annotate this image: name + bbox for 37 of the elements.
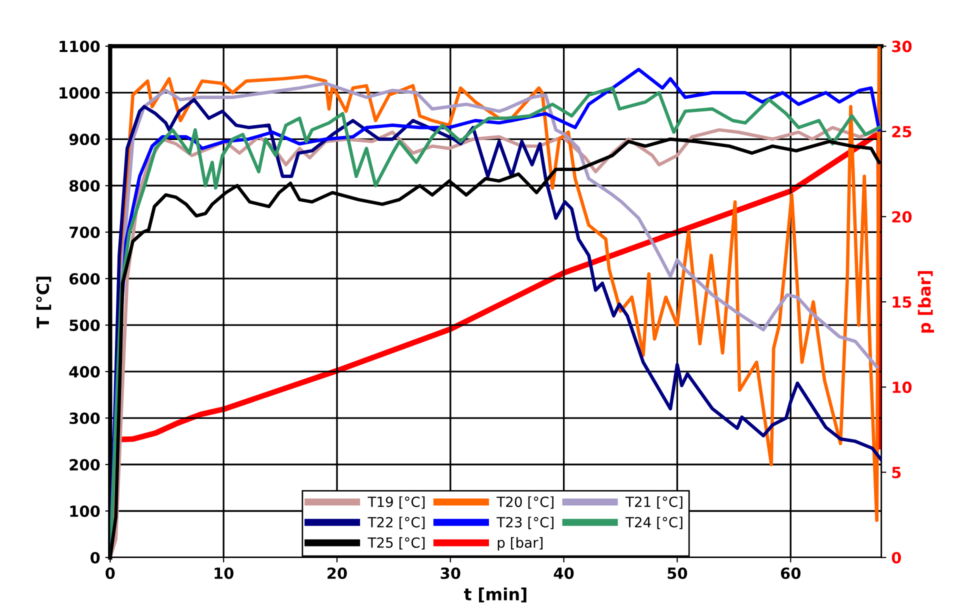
y2-tick-label: 15	[892, 296, 912, 308]
x-axis-title: t [min]	[464, 588, 526, 602]
legend-label: T21 [°C]	[625, 496, 682, 509]
y-tick-label: 1100	[60, 40, 100, 52]
y-tick-label: 1000	[60, 87, 100, 99]
y-tick-label: 100	[70, 505, 100, 518]
legend-label: p [bar]	[498, 537, 543, 551]
y2-tick-label: 5	[892, 466, 901, 478]
legend-label: T19 [°C]	[368, 496, 425, 509]
x-tick-label: 20	[328, 567, 347, 580]
legend-label: T25 [°C]	[368, 537, 425, 550]
y-tick-label: 200	[70, 458, 100, 471]
y-tick-label: 700	[70, 226, 100, 238]
y-tick-label: 600	[70, 273, 100, 285]
y2-tick-label: 30	[892, 40, 912, 52]
legend-label: T22 [°C]	[368, 516, 425, 530]
y2-tick-label: 25	[892, 126, 912, 138]
legend-label: T23 [°C]	[496, 516, 554, 530]
x-tick-label: 0	[106, 567, 115, 580]
y-axis-title: T [°C]	[36, 276, 52, 328]
y-tick-label: 500	[70, 320, 100, 332]
legend-label: T24 [°C]	[625, 516, 682, 530]
legend-label: T20 [°C]	[496, 496, 554, 509]
y-tick-label: 300	[70, 412, 100, 424]
x-tick-label: 30	[440, 567, 460, 580]
y-tick-label: 0	[90, 552, 100, 564]
x-tick-label: 60	[780, 567, 801, 580]
y2-tick-label: 0	[892, 552, 901, 564]
y2-tick-label: 10	[892, 382, 912, 394]
y-tick-label: 400	[69, 366, 100, 378]
y2-tick-label: 20	[892, 211, 912, 223]
y2-axis-title: p [bar]	[918, 271, 934, 333]
x-tick-label: 40	[554, 567, 574, 580]
y-tick-label: 800	[69, 180, 100, 192]
x-tick-label: 50	[668, 567, 688, 580]
x-tick-label: 10	[214, 567, 234, 580]
y-tick-label: 900	[69, 134, 100, 146]
